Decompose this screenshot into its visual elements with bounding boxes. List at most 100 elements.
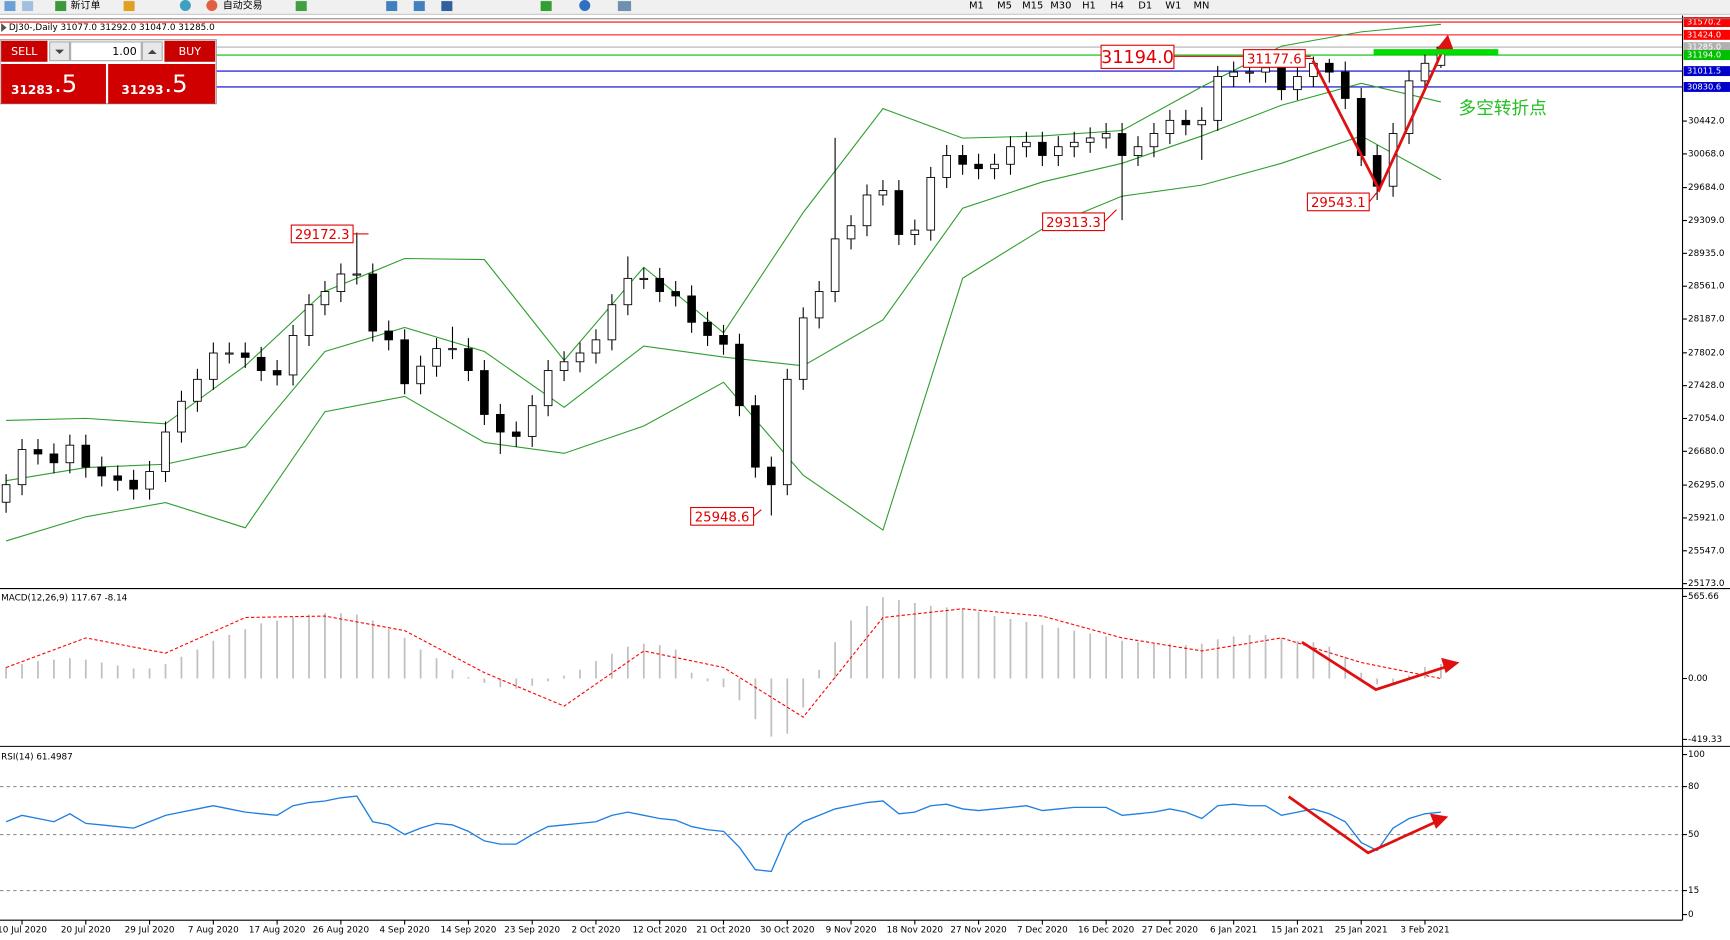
- candle-body: [767, 466, 776, 486]
- plot-area: 25173.0 25547.0 25921.0 26295.0 26680.0 27054…: [0, 17, 1730, 936]
- new-order-button[interactable]: 新订单: [71, 0, 101, 12]
- level-label: 31570.2: [1687, 17, 1721, 27]
- one-click-trading: SELL 1.00 BUY 31283 .5 31293 .5: [0, 39, 217, 105]
- annotation-connector: [1104, 209, 1117, 223]
- lot-value: 1.00: [112, 45, 137, 58]
- x-tick-label: 12 Oct 2020: [632, 926, 687, 936]
- timeframe-button[interactable]: M30: [1050, 1, 1071, 12]
- x-tick-label: 23 Sep 2020: [504, 926, 560, 936]
- candle-body: [1006, 146, 1015, 165]
- icon[interactable]: [4, 1, 16, 12]
- candle-body: [591, 339, 601, 354]
- y-tick-label: 30068.0: [1688, 149, 1725, 159]
- annotation-label: 29172.3: [295, 228, 350, 243]
- x-tick-label: 21 Oct 2020: [696, 926, 751, 936]
- x-tick-label: 7 Dec 2020: [1017, 926, 1068, 936]
- icon[interactable]: [386, 1, 398, 12]
- timeframe-button[interactable]: M1: [969, 1, 984, 12]
- annotation-box: [1242, 49, 1306, 68]
- x-tick-label: 15 Jan 2021: [1271, 926, 1324, 936]
- toolbar: 新订单 自动交易 M1 M5 M15 M30 H1 H4 D1 W1 MN: [0, 0, 1730, 15]
- candle-body: [751, 405, 760, 468]
- candle-body: [1261, 67, 1270, 73]
- candle-body: [209, 352, 218, 380]
- icon[interactable]: [295, 1, 307, 12]
- x-tick-label: 7 Aug 2020: [188, 926, 239, 936]
- annotation-box: [290, 224, 354, 244]
- annotation-label: 29543.1: [1311, 196, 1366, 211]
- candle-body: [432, 348, 441, 367]
- timeframe-button[interactable]: D1: [1138, 1, 1152, 12]
- icon[interactable]: [22, 1, 34, 12]
- y-tick-label: -419.33: [1688, 735, 1722, 745]
- rsi-arrow: [1287, 795, 1444, 855]
- y-tick-label: 29684.0: [1688, 183, 1725, 193]
- auto-trading-button[interactable]: 自动交易: [223, 0, 263, 12]
- y-tick-label: 50: [1688, 830, 1700, 840]
- frames: [0, 15, 1730, 921]
- candle-body: [623, 277, 633, 306]
- candle-body: [1277, 67, 1286, 91]
- timeframe-button[interactable]: H1: [1082, 1, 1096, 12]
- icon[interactable]: [579, 0, 591, 12]
- icon[interactable]: [540, 1, 552, 12]
- macd-title: MACD(12,26,9) 117.67 -8.14: [1, 593, 128, 603]
- candle-body: [288, 335, 298, 376]
- buy-button[interactable]: [164, 40, 216, 62]
- annotation-box: [1306, 192, 1370, 212]
- icon[interactable]: [441, 1, 453, 12]
- sell-button[interactable]: [1, 40, 48, 62]
- candle-body: [416, 365, 425, 385]
- candle-body: [240, 352, 250, 358]
- annotation-label: 25948.6: [695, 510, 750, 525]
- chart-title: DJ30-,Daily 31077.0 31292.0 31047.0 3128…: [9, 23, 215, 33]
- annotation-connector: [753, 509, 762, 517]
- icon[interactable]: [413, 1, 425, 12]
- annotation-label: 31177.6: [1247, 53, 1302, 68]
- v-arrow: [1311, 39, 1449, 193]
- candle-body: [894, 190, 904, 235]
- candle-body: [575, 352, 585, 363]
- timeframe-button[interactable]: H4: [1110, 1, 1124, 12]
- x-tick-label: 2 Oct 2020: [572, 926, 621, 936]
- buy-price-box[interactable]: [108, 63, 216, 104]
- candle-body: [1340, 71, 1350, 99]
- candle-body: [145, 471, 154, 490]
- candle-body: [129, 479, 138, 490]
- candle-body: [17, 449, 27, 486]
- timeframe-button[interactable]: M5: [997, 1, 1012, 12]
- macd-signal: [5, 608, 1442, 718]
- x-tick-label: 25 Jan 2021: [1335, 926, 1388, 936]
- toolbar-bg: [0, 0, 1730, 15]
- icon[interactable]: [179, 0, 191, 12]
- candle-body: [1117, 133, 1127, 156]
- candle-body: [400, 339, 409, 385]
- lot-input[interactable]: [70, 41, 142, 62]
- timeframe-button[interactable]: MN: [1194, 1, 1210, 12]
- annotation-box: [1100, 44, 1175, 69]
- icon[interactable]: [123, 1, 135, 12]
- timeframe-button[interactable]: W1: [1165, 1, 1181, 12]
- annotation-label: 31194.0: [1101, 48, 1174, 68]
- icon[interactable]: [55, 1, 67, 12]
- candle-body: [846, 225, 856, 240]
- candle-body: [703, 321, 712, 336]
- icon[interactable]: [617, 1, 632, 12]
- x-tick-label: 20 Jul 2020: [61, 926, 111, 936]
- timeframe-button[interactable]: M15: [1022, 1, 1043, 12]
- level-label-bg: [1683, 66, 1730, 77]
- candle-body: [448, 348, 457, 351]
- x-tick-label: 27 Dec 2020: [1142, 926, 1199, 936]
- icon[interactable]: [206, 0, 218, 12]
- candle-body: [1133, 146, 1143, 156]
- candle-body: [830, 238, 840, 292]
- candle-body: [735, 343, 744, 407]
- candle-body: [543, 370, 553, 407]
- sell-price-box[interactable]: [1, 63, 106, 104]
- candle-body: [782, 378, 792, 486]
- level-label: 31285.0: [1687, 42, 1721, 52]
- level-label: 31011.5: [1687, 66, 1721, 76]
- candle-body: [177, 400, 186, 433]
- candle-body: [384, 330, 394, 341]
